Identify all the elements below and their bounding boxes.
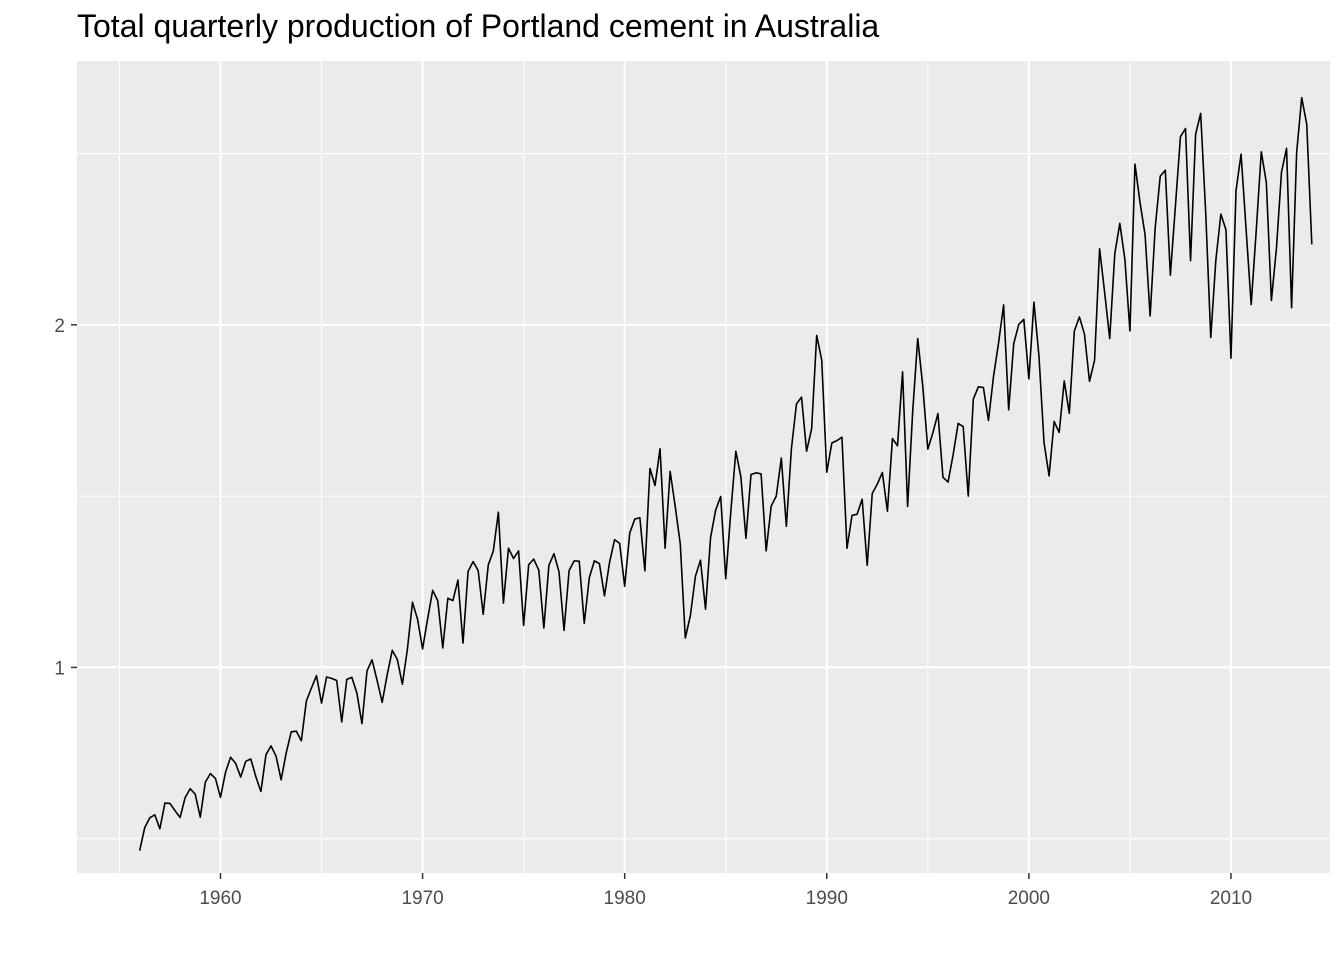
x-tick-label: 2010 — [1210, 888, 1252, 909]
y-tick-label: 2 — [54, 316, 65, 337]
chart-title: Total quarterly production of Portland c… — [77, 8, 880, 44]
plot-panel — [77, 61, 1330, 873]
x-tick-label: 2000 — [1008, 888, 1050, 909]
x-axis: 1960 1970 1980 1990 2000 2010 — [199, 873, 1252, 909]
x-tick-label: 1960 — [199, 888, 241, 909]
series-line — [138, 96, 1313, 851]
x-tick-label: 1990 — [806, 888, 848, 909]
x-tick-label: 1980 — [604, 888, 646, 909]
series-layer — [138, 96, 1313, 851]
y-axis: 12 — [54, 316, 77, 679]
minor-gridlines — [77, 61, 1333, 873]
x-tick-label: 1970 — [401, 888, 443, 909]
y-tick-label: 1 — [54, 658, 65, 679]
